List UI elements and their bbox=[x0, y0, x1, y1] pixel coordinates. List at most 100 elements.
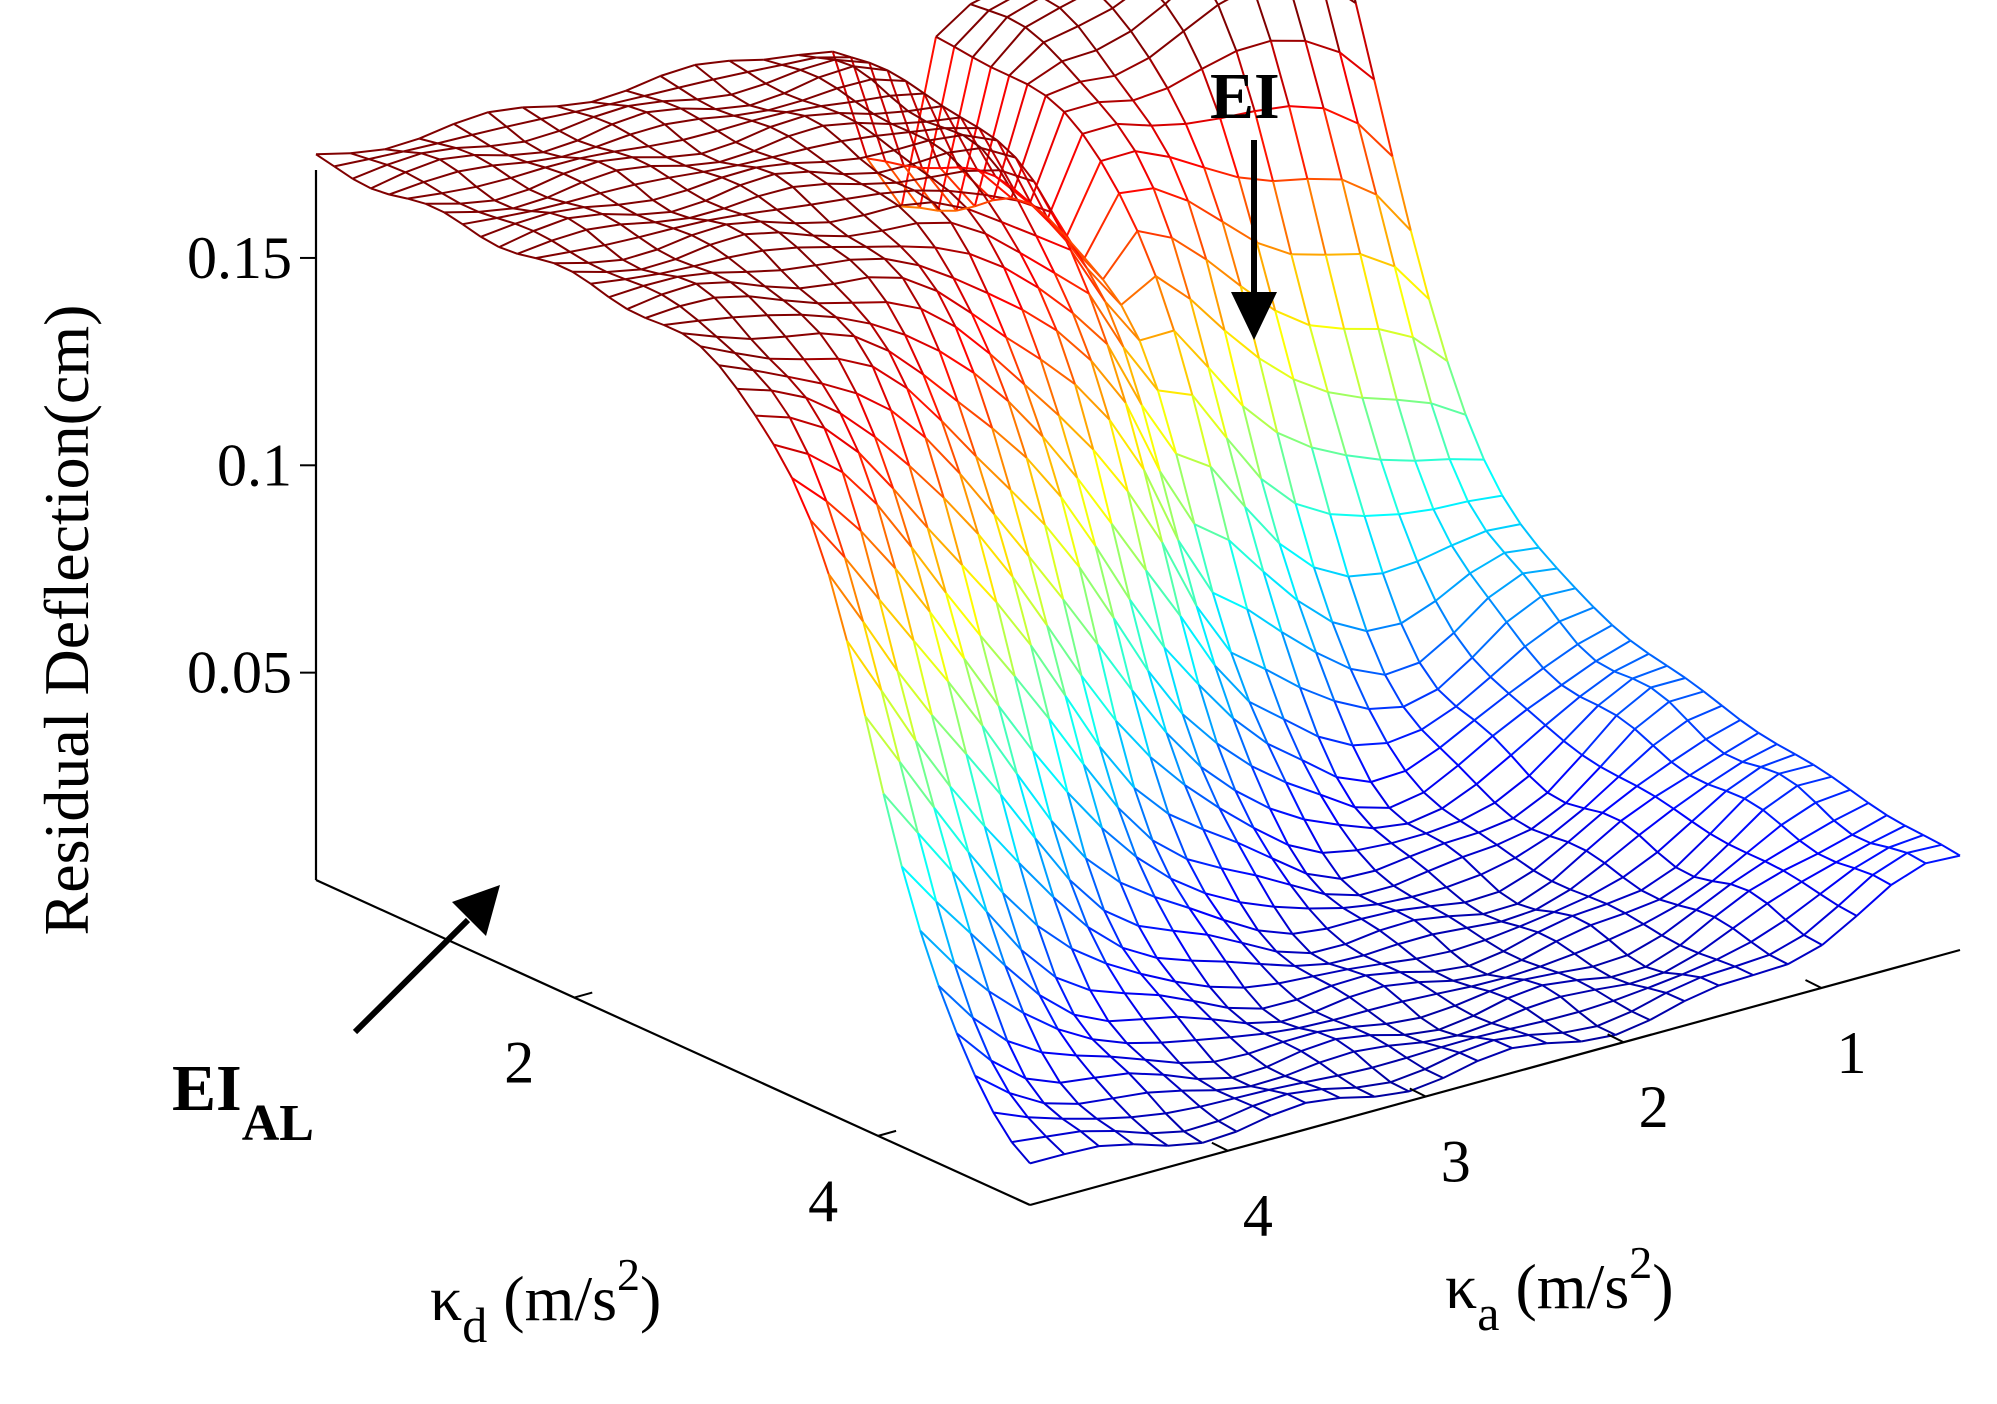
surface-mesh-line-ka bbox=[1577, 643, 1597, 662]
surface-mesh-line-kd bbox=[1092, 448, 1129, 493]
surface-mesh-line-kd bbox=[1285, 781, 1321, 796]
surface-mesh-line-ka bbox=[819, 332, 840, 360]
surface-mesh-line-kd bbox=[1103, 909, 1140, 927]
surface-mesh-line-ka bbox=[1624, 912, 1645, 925]
surface-mesh-line-kd bbox=[1337, 1066, 1373, 1077]
surface-mesh-line-kd bbox=[1045, 1130, 1081, 1138]
surface-mesh-line-kd bbox=[820, 100, 856, 108]
surface-mesh-line-ka bbox=[1280, 631, 1301, 688]
surface-mesh-line-ka bbox=[697, 319, 718, 338]
surface-mesh-line-ka bbox=[1234, 790, 1255, 829]
ka-tick-label: 4 bbox=[1243, 1183, 1273, 1249]
surface-mesh-line-ka bbox=[791, 477, 812, 521]
surface-mesh-line-kd bbox=[1430, 402, 1467, 416]
surface-mesh-line-kd bbox=[1342, 903, 1378, 909]
surface-mesh-line-ka bbox=[1273, 906, 1294, 935]
surface-mesh-line-kd bbox=[870, 322, 906, 336]
surface-mesh-line-kd bbox=[1549, 807, 1585, 837]
surface-mesh-line-ka bbox=[887, 69, 907, 82]
surface-mesh-line-ka bbox=[423, 181, 443, 195]
surface-mesh-line-kd bbox=[918, 46, 956, 209]
surface-mesh-line-kd bbox=[1856, 884, 1892, 917]
surface-mesh-line-kd bbox=[969, 252, 1005, 269]
surface-mesh-line-kd bbox=[588, 258, 623, 264]
surface-mesh-line-ka bbox=[1177, 540, 1198, 607]
surface-mesh-line-ka bbox=[1071, 312, 1093, 361]
surface-mesh-line-kd bbox=[1234, 1088, 1270, 1100]
annotation-ei: EI bbox=[1210, 60, 1280, 340]
surface-mesh-line-kd bbox=[640, 258, 676, 271]
surface-mesh-line-kd bbox=[728, 249, 763, 259]
surface-mesh-line-ka bbox=[961, 564, 982, 636]
surface-mesh-line-kd bbox=[1386, 1016, 1421, 1025]
surface-mesh-line-kd bbox=[1092, 1038, 1127, 1045]
surface-mesh-line-ka bbox=[1372, 827, 1393, 844]
surface-mesh-line-ka bbox=[1292, 378, 1313, 448]
surface-mesh-line-ka bbox=[1260, 478, 1281, 544]
surface-mesh-line-kd bbox=[1596, 1010, 1633, 1028]
surface-mesh-line-ka bbox=[820, 105, 840, 114]
surface-mesh-line-ka bbox=[989, 353, 1010, 402]
surface-mesh-line-ka bbox=[1632, 677, 1652, 689]
surface-mesh-line-ka bbox=[1044, 0, 1061, 9]
surface-mesh-line-ka bbox=[1402, 706, 1423, 731]
surface-mesh-line-ka bbox=[772, 444, 793, 479]
surface-mesh-line-kd bbox=[1087, 926, 1124, 949]
surface-mesh-line-kd bbox=[1251, 765, 1287, 784]
surface-mesh-line-ka bbox=[1123, 992, 1144, 1020]
surface-mesh-line-kd bbox=[1006, 0, 1039, 18]
surface-mesh-line-kd bbox=[634, 176, 670, 186]
surface-mesh-line-ka bbox=[699, 345, 720, 366]
surface-mesh-line-kd bbox=[765, 68, 801, 85]
surface-mesh-line-ka bbox=[859, 157, 879, 174]
surface-mesh-line-ka bbox=[1214, 665, 1235, 719]
surface-mesh-line-kd bbox=[969, 0, 981, 6]
surface-mesh-line-kd bbox=[1041, 1051, 1077, 1057]
surface-mesh-line-kd bbox=[1293, 378, 1329, 394]
surface-mesh-line-ka bbox=[1473, 1014, 1493, 1025]
surface-mesh-line-kd bbox=[1016, 773, 1053, 822]
surface-mesh-line-ka bbox=[944, 592, 966, 659]
surface-mesh-line-ka bbox=[603, 244, 624, 261]
surface-mesh-line-ka bbox=[1716, 958, 1736, 968]
surface-mesh-line-kd bbox=[1303, 1074, 1338, 1084]
surface-mesh-line-ka bbox=[425, 202, 445, 214]
surface-mesh-line-kd bbox=[1872, 852, 1908, 876]
surface-mesh-line-kd bbox=[1705, 719, 1741, 741]
surface-mesh-line-kd bbox=[1142, 1015, 1178, 1021]
surface-mesh-line-ka bbox=[1556, 567, 1577, 589]
surface-mesh-line-kd bbox=[1289, 105, 1324, 110]
surface-mesh-line-kd bbox=[1175, 452, 1211, 468]
surface-mesh-line-kd bbox=[1124, 402, 1161, 472]
surface-mesh-line-ka bbox=[1326, 927, 1346, 945]
surface-mesh-line-kd bbox=[700, 345, 736, 354]
surface-mesh-line-kd bbox=[1278, 975, 1314, 985]
surface-mesh-line-ka bbox=[670, 210, 690, 219]
surface-mesh-line-ka bbox=[508, 154, 528, 164]
surface-mesh-line-kd bbox=[1434, 964, 1470, 973]
surface-mesh-line-ka bbox=[764, 285, 784, 301]
surface-mesh-line-ka bbox=[985, 911, 1007, 967]
z-axis-label: Residual Deflection(cm) bbox=[31, 305, 102, 936]
surface-mesh-line-kd bbox=[938, 350, 975, 374]
surface-mesh-line-kd bbox=[737, 387, 772, 392]
surface-mesh-line-kd bbox=[1569, 862, 1606, 891]
surface-mesh-line-kd bbox=[1404, 1028, 1440, 1036]
surface-mesh-line-kd bbox=[1010, 95, 1047, 199]
surface-mesh-line-ka bbox=[794, 222, 814, 237]
surface-mesh-line-kd bbox=[993, 1111, 1028, 1119]
surface-mesh-line-ka bbox=[1282, 1041, 1302, 1052]
surface-mesh-line-ka bbox=[1126, 491, 1148, 571]
surface-mesh-line-ka bbox=[625, 89, 645, 97]
surface-mesh-line-kd bbox=[1114, 56, 1150, 77]
surface-mesh-line-kd bbox=[799, 282, 835, 290]
surface-mesh-line-kd bbox=[729, 58, 764, 62]
surface-mesh-line-ka bbox=[1675, 866, 1695, 878]
surface-mesh-line-kd bbox=[569, 244, 605, 253]
surface-mesh-line-kd bbox=[597, 156, 633, 163]
surface-mesh-line-ka bbox=[1099, 160, 1120, 194]
surface-mesh-line-kd bbox=[1418, 632, 1455, 664]
surface-mesh-line-ka bbox=[1906, 852, 1927, 865]
surface-mesh-line-ka bbox=[992, 196, 1012, 202]
